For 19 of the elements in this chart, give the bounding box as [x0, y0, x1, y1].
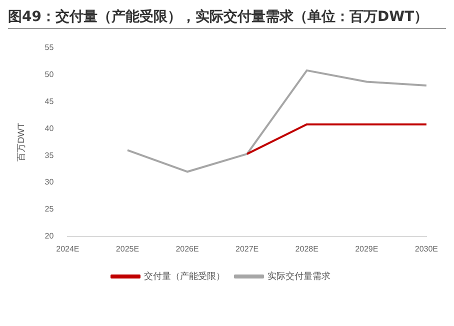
- x-tick-label: 2026E: [176, 244, 199, 254]
- y-tick-label: 25: [44, 204, 54, 214]
- y-tick-label: 55: [44, 43, 54, 52]
- y-axis-title: 百万DWT: [16, 122, 26, 162]
- x-tick-label: 2027E: [235, 244, 259, 254]
- y-tick-label: 20: [44, 232, 54, 241]
- x-tick-label: 2029E: [355, 244, 378, 254]
- x-tick-label: 2024E: [56, 244, 80, 254]
- x-tick-label: 2030E: [414, 244, 438, 254]
- x-tick-label: 2028E: [295, 244, 318, 254]
- y-tick-label: 40: [44, 124, 54, 133]
- y-tick-label: 35: [44, 150, 54, 160]
- y-tick-label: 45: [44, 96, 54, 106]
- legend-label: 交付量（产能受限）: [144, 270, 225, 281]
- legend-label: 实际交付量需求: [268, 270, 330, 281]
- y-tick-label: 50: [44, 70, 54, 79]
- y-tick-label: 30: [44, 178, 54, 187]
- chart-title: 图49：交付量（产能受限），实际交付量需求（单位：百万DWT）: [8, 8, 446, 29]
- x-tick-label: 2025E: [116, 244, 140, 254]
